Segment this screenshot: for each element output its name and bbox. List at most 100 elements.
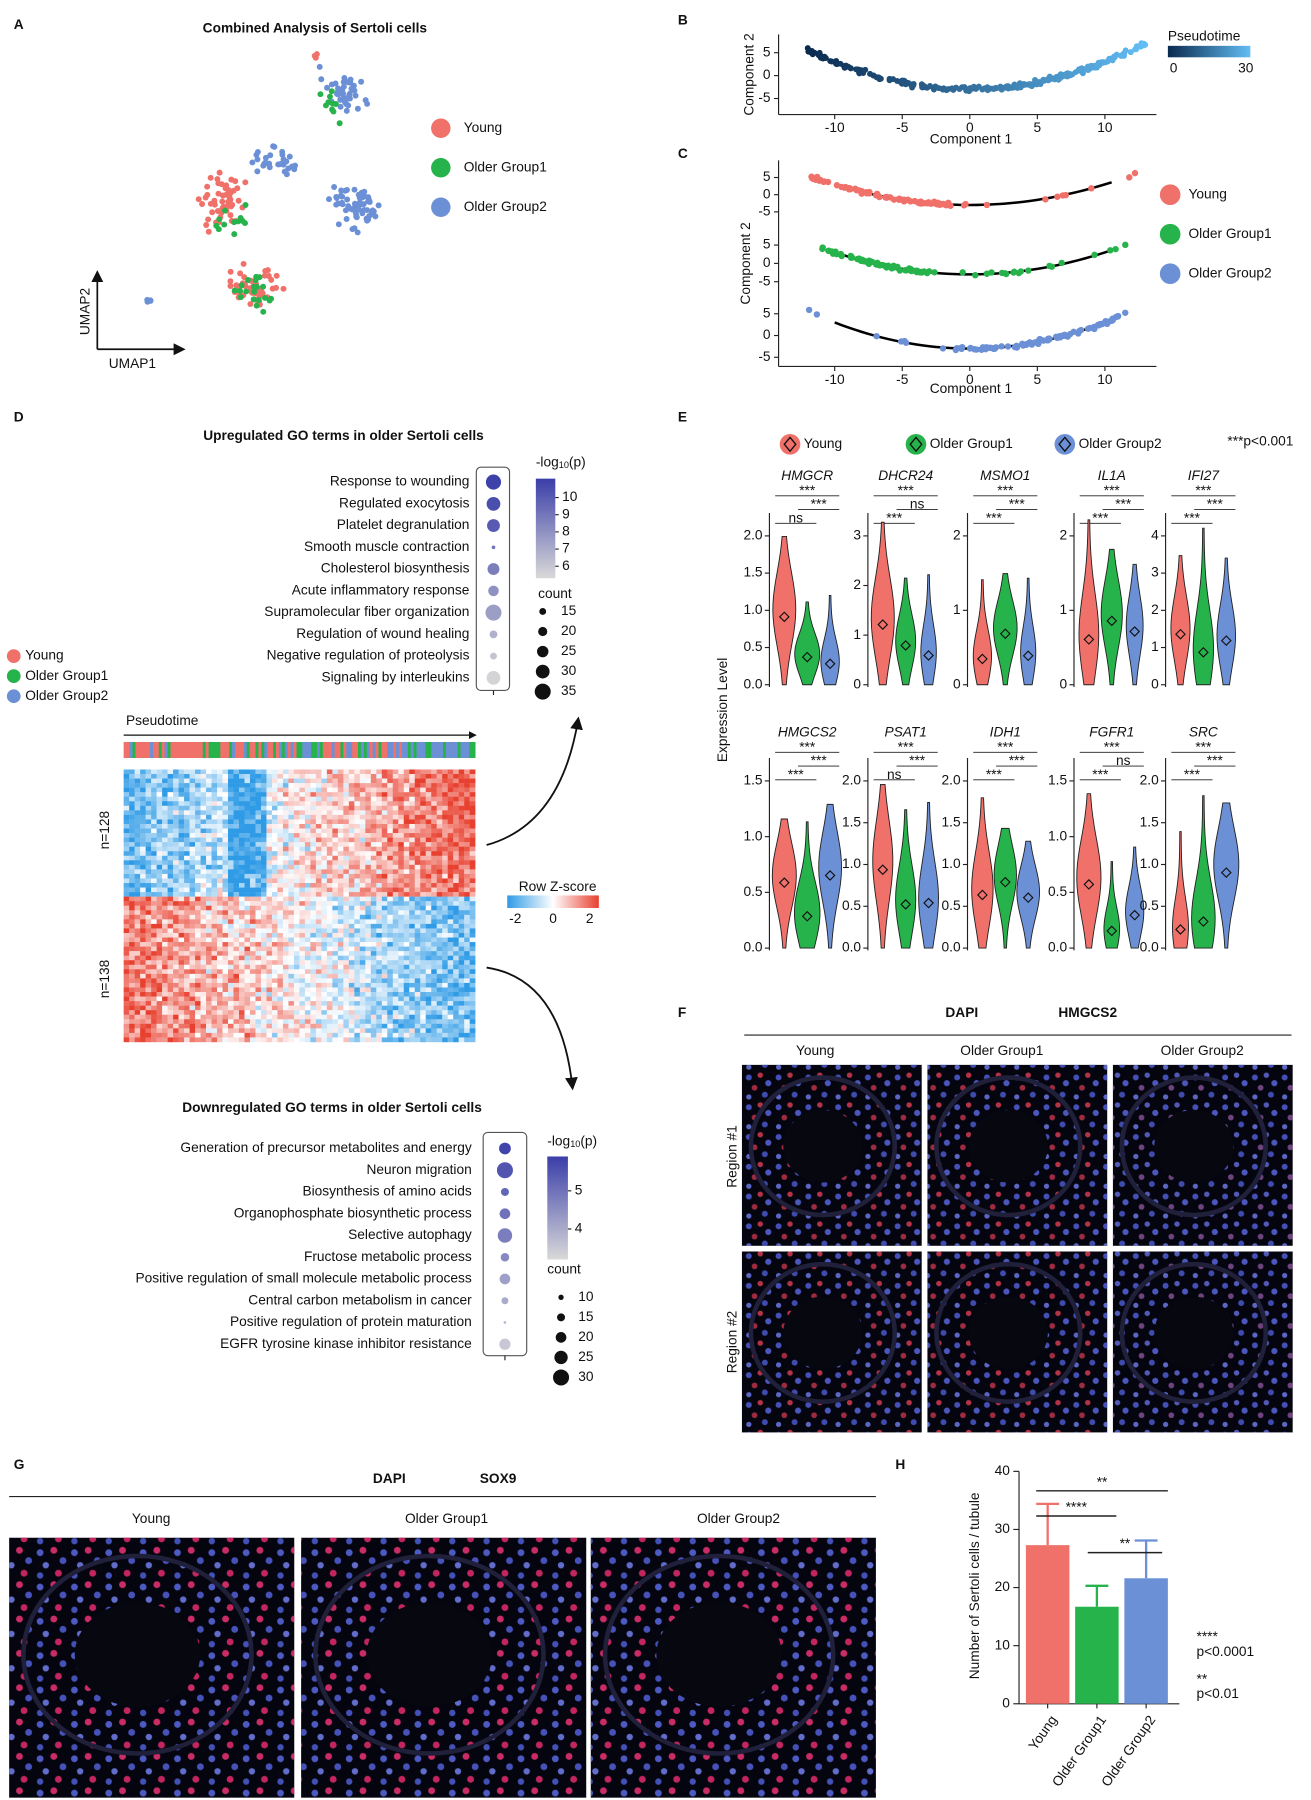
dot xyxy=(500,1252,510,1262)
heatmap-cell xyxy=(359,769,366,775)
heatmap-cell xyxy=(453,873,459,879)
axis-label: UMAP1 xyxy=(109,356,156,371)
heatmap-cell xyxy=(195,842,201,847)
heatmap-cell xyxy=(299,1014,306,1020)
size-legend-label: 15 xyxy=(578,1309,594,1324)
heatmap-cell xyxy=(348,946,355,952)
heatmap-cell xyxy=(348,1005,355,1011)
heatmap-cell xyxy=(321,796,328,802)
cell-point xyxy=(833,60,840,67)
dot xyxy=(499,1208,511,1220)
heatmap-cell xyxy=(134,787,141,793)
heatmap-cell xyxy=(123,1001,130,1006)
heatmap-cell xyxy=(293,842,300,847)
heatmap-cell xyxy=(348,960,355,965)
heatmap-cell xyxy=(184,810,190,816)
significance-label: ** xyxy=(1097,1474,1108,1489)
heatmap-cell xyxy=(145,1019,152,1025)
heatmap-cell xyxy=(398,910,404,916)
heatmap-cell xyxy=(436,860,443,866)
cell-point xyxy=(1060,332,1068,339)
heatmap-cell xyxy=(343,810,350,816)
heatmap-cell xyxy=(282,937,289,943)
heatmap-cell xyxy=(255,914,262,920)
heatmap-cell xyxy=(310,987,317,993)
heatmap-cell xyxy=(134,932,141,938)
cell-point xyxy=(1131,169,1139,177)
heatmap-cell xyxy=(195,855,201,861)
heatmap-cell xyxy=(376,923,383,929)
cell-point xyxy=(1040,337,1047,344)
heatmap-cell xyxy=(326,842,333,847)
heatmap-cell xyxy=(469,846,476,852)
group-strip xyxy=(152,741,157,759)
heatmap-cell xyxy=(255,978,262,984)
heatmap-cell xyxy=(304,837,311,843)
heatmap-cell xyxy=(370,833,377,838)
heatmap-cell xyxy=(376,873,383,879)
heatmap-cell xyxy=(140,846,146,852)
heatmap-cell xyxy=(271,896,278,902)
heatmap-cell xyxy=(442,801,448,807)
heatmap-cell xyxy=(255,964,262,970)
heatmap-cell xyxy=(238,946,245,952)
heatmap-cell xyxy=(156,969,163,975)
cell-point xyxy=(1013,342,1020,350)
heatmap-cell xyxy=(249,969,256,975)
cell-point xyxy=(855,67,862,74)
heatmap-cell xyxy=(370,851,377,856)
heatmap-cell xyxy=(469,878,476,884)
heatmap-cell xyxy=(184,837,190,843)
heatmap-cell xyxy=(244,1005,251,1011)
heatmap-cell xyxy=(211,1032,218,1038)
heatmap-cell xyxy=(271,946,278,952)
colorbar-tick: 4 xyxy=(575,1221,583,1236)
heatmap-cell xyxy=(129,955,135,961)
heatmap-cell xyxy=(145,928,152,934)
cell-point xyxy=(1021,81,1028,88)
heatmap-cell xyxy=(238,810,245,816)
heatmap-cell xyxy=(387,828,394,834)
cell-point xyxy=(254,148,261,155)
heatmap-cell xyxy=(392,823,399,829)
heatmap-cell xyxy=(453,932,459,938)
heatmap-cell xyxy=(304,928,311,934)
heatmap-cell xyxy=(359,928,366,934)
heatmap-cell xyxy=(244,814,251,820)
heatmap-cell xyxy=(442,1001,448,1006)
heatmap-cell xyxy=(206,982,212,988)
heatmap-cell xyxy=(321,828,328,834)
heatmap-cell xyxy=(453,905,459,911)
heatmap-cell xyxy=(288,787,295,793)
heatmap-cell xyxy=(129,864,135,870)
heatmap-cell xyxy=(184,887,190,893)
heatmap-cell xyxy=(326,873,333,879)
heatmap-cell xyxy=(447,860,454,866)
heatmap-cell xyxy=(145,923,152,929)
heatmap-cell xyxy=(238,937,245,943)
heatmap-cell xyxy=(453,792,459,797)
heatmap-cell xyxy=(255,787,262,793)
heatmap-cell xyxy=(260,928,267,934)
heatmap-cell xyxy=(299,778,306,784)
group-strip xyxy=(240,741,245,759)
heatmap-cell xyxy=(304,987,311,993)
heatmap-cell xyxy=(140,960,146,965)
heatmap-cell xyxy=(260,869,267,875)
heatmap-cell xyxy=(354,801,361,807)
heatmap-cell xyxy=(321,932,328,938)
heatmap-cell xyxy=(167,964,174,970)
heatmap-cell xyxy=(228,883,234,888)
heatmap-cell xyxy=(211,973,218,979)
heatmap-cell xyxy=(348,982,355,988)
heatmap-cell xyxy=(222,960,229,965)
heatmap-cell xyxy=(189,1001,196,1006)
heatmap-cell xyxy=(332,942,339,947)
x-tick-label: 5 xyxy=(1034,120,1042,135)
heatmap-cell xyxy=(173,992,179,997)
heatmap-cell xyxy=(359,1037,366,1043)
cell-point xyxy=(370,208,377,215)
heatmap-cell xyxy=(409,996,415,1002)
heatmap-cell xyxy=(321,955,328,961)
heatmap-cell xyxy=(354,964,361,970)
